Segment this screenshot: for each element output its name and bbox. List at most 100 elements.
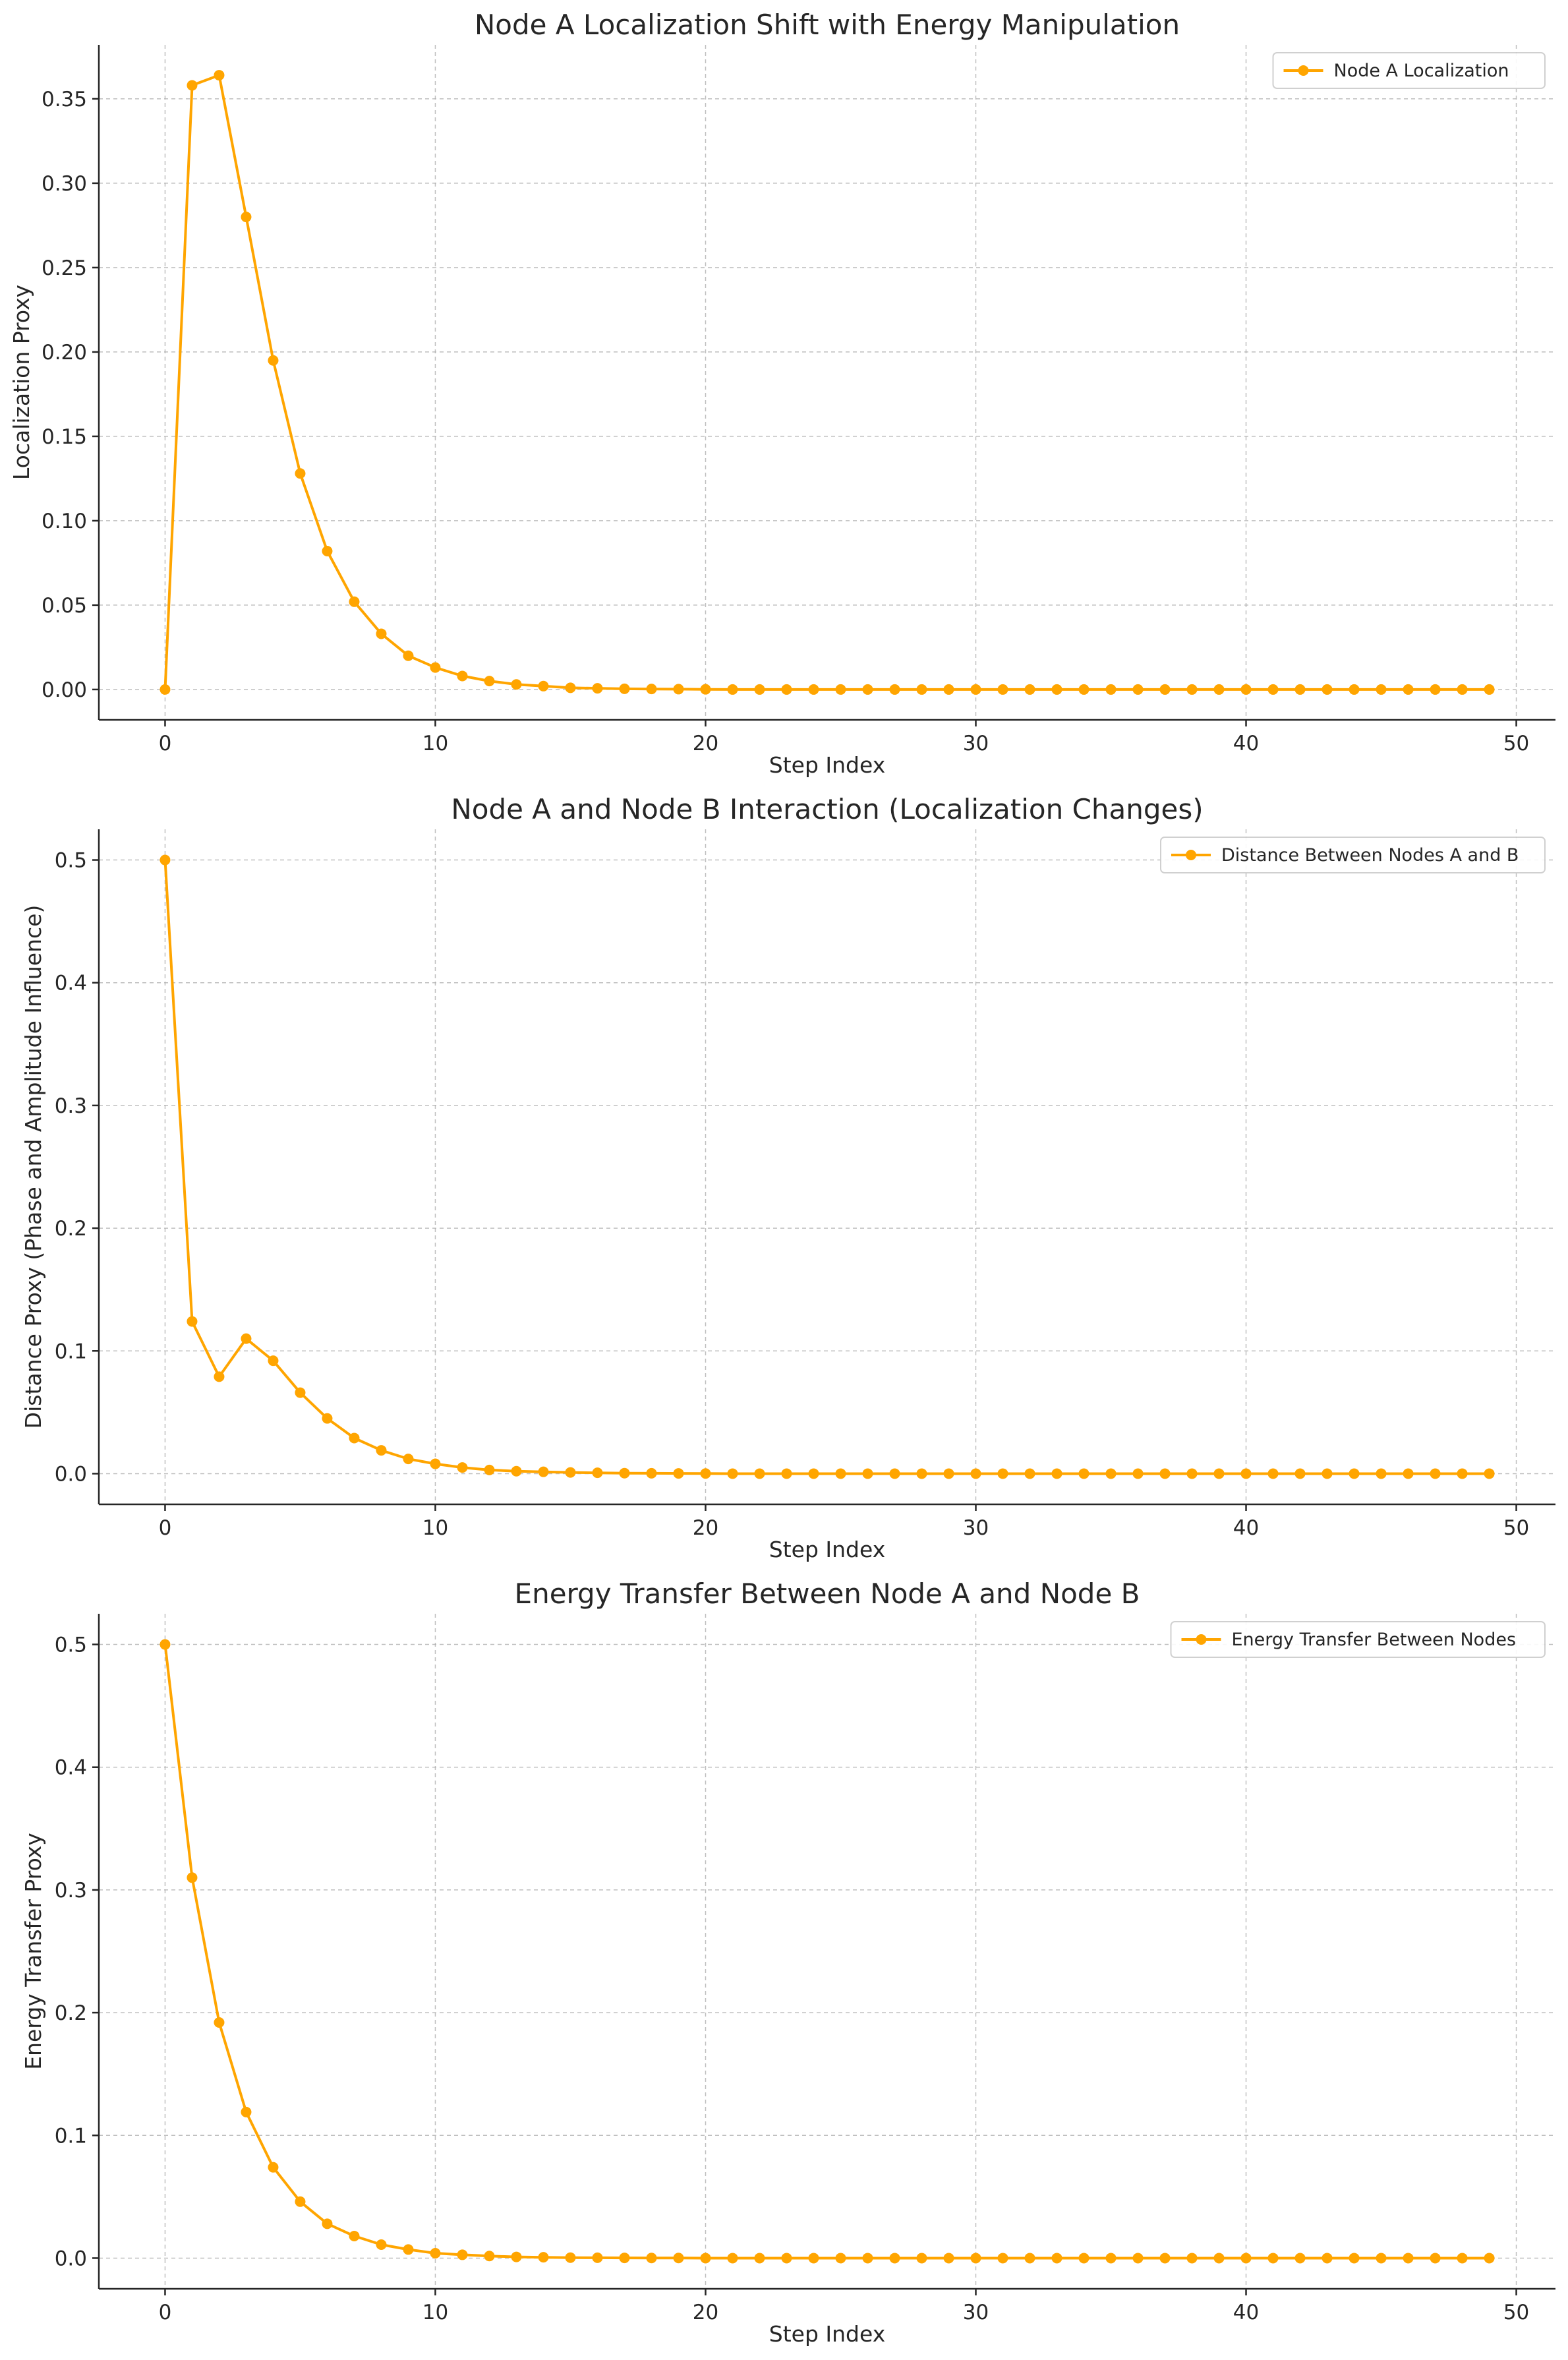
data-point: [457, 2249, 468, 2260]
data-point: [241, 1333, 252, 1344]
data-point: [511, 2251, 522, 2262]
y-tick-label: 0.4: [55, 1756, 87, 1780]
data-point: [295, 2196, 306, 2207]
data-point: [808, 1468, 819, 1479]
legend: Distance Between Nodes A and B: [1160, 837, 1546, 873]
data-point: [1294, 1468, 1306, 1479]
x-tick-label: 50: [1503, 2301, 1529, 2324]
x-tick-label: 40: [1233, 1516, 1259, 1540]
y-tick-label: 0.5: [55, 1634, 87, 1657]
data-point: [214, 1371, 225, 1382]
data-point: [1078, 684, 1089, 695]
data-point: [862, 2253, 873, 2264]
data-point: [1186, 2253, 1198, 2264]
data-point: [322, 546, 333, 556]
chart-panel-1: 0 10 20 30 40 50 0.00 0.05 0.10 0.15 0.20 0.25 0.30 0…: [9, 9, 1555, 778]
data-point: [1132, 2253, 1144, 2264]
data-point: [700, 1468, 711, 1479]
data-point: [403, 650, 414, 661]
data-point: [592, 1467, 603, 1479]
data-point: [1051, 2253, 1062, 2264]
data-point: [1321, 2253, 1333, 2264]
y-tick-label: 0.20: [42, 341, 87, 365]
data-point: [322, 2218, 333, 2229]
x-tick-label: 10: [422, 1516, 448, 1540]
y-tick-label: 0.1: [55, 1340, 87, 1363]
y-tick-label: 0.4: [55, 972, 87, 995]
data-point: [1349, 684, 1360, 695]
data-point: [268, 2162, 279, 2173]
data-point: [187, 1316, 198, 1327]
data-point: [376, 2239, 387, 2250]
y-tick-label: 0.1: [55, 2124, 87, 2148]
data-point: [916, 684, 927, 695]
data-point: [457, 670, 468, 682]
x-tick-label: 0: [159, 732, 172, 755]
data-point: [1024, 1468, 1035, 1479]
legend: Energy Transfer Between Nodes: [1170, 1621, 1546, 1658]
x-tick-label: 20: [693, 2301, 718, 2324]
data-point: [673, 2253, 684, 2264]
x-tick-label: 50: [1503, 1516, 1529, 1540]
data-point: [484, 676, 495, 687]
data-point: [403, 2244, 414, 2255]
data-point: [430, 662, 441, 673]
data-point: [1321, 684, 1333, 695]
y-tick-label: 0.2: [55, 2001, 87, 2025]
x-tick-label: 20: [693, 1516, 718, 1540]
data-point: [1430, 1468, 1441, 1479]
data-point: [862, 1468, 873, 1479]
y-tick-label: 0.0: [55, 2247, 87, 2270]
data-point: [1078, 1468, 1089, 1479]
x-tick-label: 10: [422, 732, 448, 755]
data-point: [1051, 1468, 1062, 1479]
data-point: [700, 2253, 711, 2264]
data-point: [997, 1468, 1008, 1479]
data-point: [835, 1468, 846, 1479]
data-point: [1457, 684, 1468, 695]
y-axis-label: Distance Proxy (Phase and Amplitude Infl…: [20, 905, 46, 1429]
x-axis-label: Step Index: [769, 752, 885, 778]
y-axis-label: Localization Proxy: [9, 285, 34, 480]
legend-frame: [1272, 52, 1546, 89]
data-point: [1430, 684, 1441, 695]
data-point: [916, 1468, 927, 1479]
data-point: [592, 683, 603, 694]
data-point: [619, 2253, 630, 2264]
data-point: [1240, 2253, 1252, 2264]
data-point: [646, 684, 657, 695]
data-point: [565, 682, 576, 693]
data-point: [1403, 684, 1414, 695]
data-point: [754, 1468, 765, 1479]
chart-panels: 0 10 20 30 40 500.000.050.100.150.200.250.300…: [9, 9, 1555, 2347]
data-point: [403, 1454, 414, 1465]
chart-title: Node A and Node B Interaction (Localizat…: [451, 793, 1203, 825]
data-point: [943, 1468, 954, 1479]
data-point: [511, 1465, 522, 1477]
data-point: [646, 1467, 657, 1479]
data-point: [592, 2252, 603, 2263]
legend-marker: [1186, 850, 1196, 860]
data-point: [160, 1639, 171, 1650]
data-point: [943, 2253, 954, 2264]
data-point: [430, 2248, 441, 2259]
data-point: [1484, 2253, 1495, 2264]
legend-entry: Energy Transfer Between Nodes: [1232, 1630, 1517, 1650]
data-point: [943, 684, 954, 695]
data-point: [970, 684, 981, 695]
data-point: [1349, 2253, 1360, 2264]
data-point: [1321, 1468, 1333, 1479]
x-tick-label: 50: [1503, 732, 1529, 755]
data-point: [889, 684, 900, 695]
data-point: [673, 684, 684, 695]
data-point: [1213, 2253, 1225, 2264]
data-point: [1051, 684, 1062, 695]
data-point: [835, 2253, 846, 2264]
data-point: [349, 596, 360, 607]
data-point: [538, 2252, 549, 2263]
data-point: [970, 2253, 981, 2264]
y-tick-label: 0.00: [42, 678, 87, 702]
x-tick-label: 30: [963, 732, 989, 755]
legend-marker: [1196, 1634, 1207, 1645]
y-tick-label: 0.3: [55, 1879, 87, 1903]
